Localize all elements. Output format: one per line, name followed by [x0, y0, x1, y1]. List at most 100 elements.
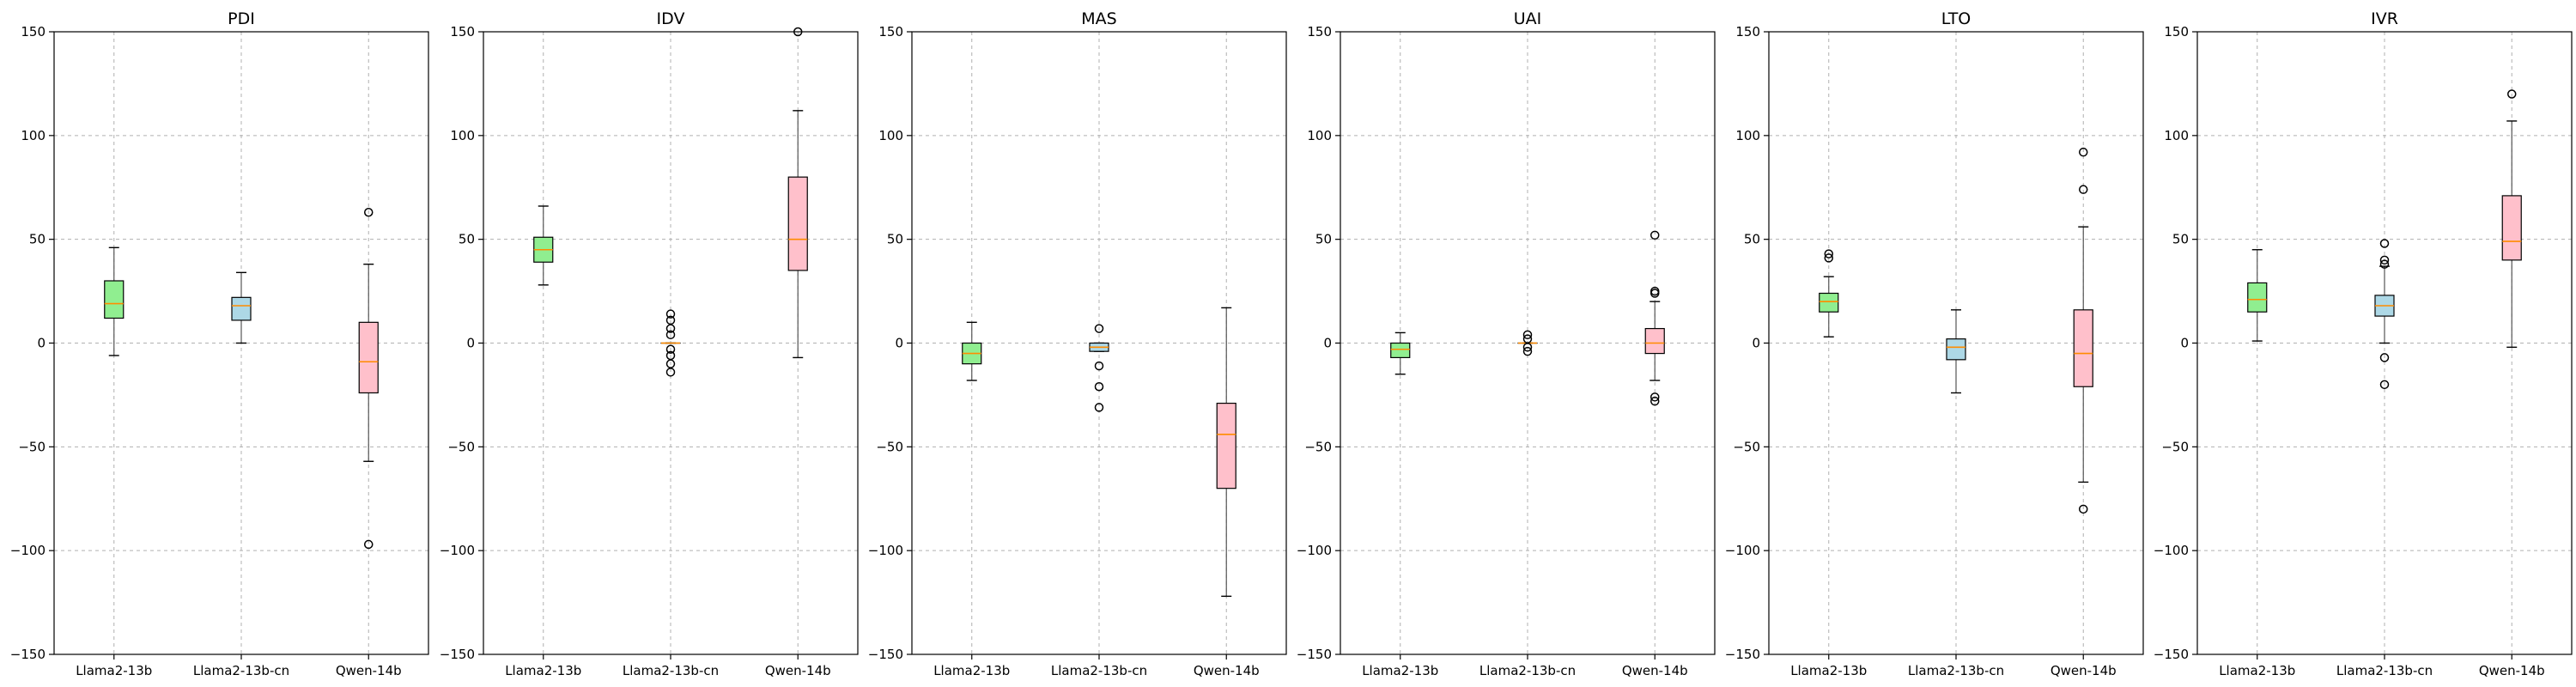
y-tick-label: 50	[459, 232, 475, 247]
y-tick-label: 0	[1752, 336, 1760, 351]
box-iqr	[1390, 342, 1411, 359]
y-tick-label: 150	[450, 24, 475, 40]
box-llama2-13b	[533, 205, 554, 286]
outlier-point	[1824, 253, 1834, 263]
outlier-point	[1522, 343, 1533, 352]
y-tick-label: 150	[21, 24, 46, 40]
chart-title: UAI	[1514, 9, 1542, 28]
outlier-point	[2078, 147, 2088, 157]
box-qwen-14b	[1644, 230, 1665, 406]
outlier-point	[2379, 353, 2390, 362]
y-tick-label: −150	[868, 647, 903, 662]
y-tick-label: 150	[2164, 24, 2189, 40]
y-tick-label: −50	[876, 439, 903, 454]
chart-panel-uai: UAI −150 −100 −50 0 50 100 150 Llama2-13b Llama2-…	[1297, 9, 1716, 678]
box-llama2-13b-cn	[2374, 239, 2395, 390]
outlier-point	[1522, 346, 1533, 356]
x-tick-label: Qwen-14b	[2479, 663, 2545, 678]
box-iqr	[1216, 402, 1236, 489]
box-llama2-13b	[1390, 331, 1411, 375]
outlier-point	[2506, 89, 2517, 99]
x-tick-label: Qwen-14b	[336, 663, 402, 678]
y-tick-label: −50	[18, 439, 46, 454]
y-tick-label: −100	[440, 543, 475, 558]
box-qwen-14b	[2501, 89, 2522, 349]
outlier-point	[1094, 382, 1104, 392]
x-tick-label: Llama2-13b	[505, 663, 581, 678]
x-tick-label: Llama2-13b	[933, 663, 1010, 678]
y-tick-label: −150	[440, 647, 475, 662]
outlier-point	[2078, 185, 2088, 194]
y-tick-label: 150	[1307, 24, 1332, 40]
box-llama2-13b-cn	[1089, 324, 1109, 412]
outlier-point	[1649, 396, 1660, 406]
outlier-point	[2379, 259, 2390, 269]
y-tick-label: 100	[2164, 128, 2189, 143]
box-iqr	[1819, 292, 1839, 313]
box-iqr	[2247, 282, 2268, 313]
chart-panel-ivr: IVR −150 −100 −50 0 50 100 150 Llama2-13b Llama2-…	[2154, 9, 2573, 678]
x-tick-label: Qwen-14b	[1194, 663, 1260, 678]
y-tick-label: −50	[2161, 439, 2189, 454]
y-tick-label: −100	[868, 543, 903, 558]
chart-panel-pdi: PDI −150 −100 −50 0 50 100 150 Llama2-13b Llama2-…	[10, 9, 429, 678]
box-llama2-13b-cn	[231, 271, 252, 344]
outlier-point	[1649, 289, 1660, 298]
y-tick-label: −150	[1297, 647, 1332, 662]
box-iqr	[1644, 327, 1665, 355]
box-qwen-14b	[787, 27, 808, 359]
y-tick-label: 0	[1323, 336, 1332, 351]
box-llama2-13b-cn	[660, 309, 681, 377]
outlier-point	[665, 344, 676, 354]
outlier-point	[665, 330, 676, 340]
box-iqr	[104, 280, 125, 319]
box-iqr	[2073, 309, 2093, 387]
outlier-point	[665, 309, 676, 319]
outlier-point	[1094, 361, 1104, 371]
outlier-point	[1522, 330, 1533, 340]
y-tick-label: −150	[2154, 647, 2189, 662]
outlier-point	[1649, 392, 1660, 402]
chart-panel-lto: LTO −150 −100 −50 0 50 100 150 Llama2-13b Llama2-…	[1725, 9, 2144, 678]
y-tick-label: −100	[1297, 543, 1332, 558]
box-llama2-13b	[1819, 249, 1839, 337]
chart-title: IDV	[657, 9, 685, 28]
chart-title: PDI	[228, 9, 255, 28]
plot-frame	[483, 31, 859, 655]
outlier-point	[1824, 249, 1834, 258]
outlier-point	[1094, 324, 1104, 333]
y-tick-label: −150	[10, 647, 46, 662]
outlier-point	[665, 368, 676, 377]
x-tick-label: Qwen-14b	[765, 663, 831, 678]
y-tick-label: 100	[1307, 128, 1332, 143]
chart-panel-idv: IDV −150 −100 −50 0 50 100 150 Llama2-13b Llama2-…	[440, 9, 859, 678]
x-tick-label: Llama2-13b-cn	[623, 663, 719, 678]
chart-title: LTO	[1941, 9, 1971, 28]
y-tick-label: 0	[37, 336, 46, 351]
y-tick-label: −100	[10, 543, 46, 558]
y-tick-label: 100	[1735, 128, 1760, 143]
y-tick-label: 100	[21, 128, 46, 143]
y-tick-label: 50	[887, 232, 903, 247]
box-qwen-14b	[1216, 307, 1236, 598]
x-tick-label: Llama2-13b	[2219, 663, 2295, 678]
box-qwen-14b	[358, 208, 379, 550]
y-tick-label: −100	[2154, 543, 2189, 558]
outlier-point	[2379, 380, 2390, 390]
chart-title: MAS	[1081, 9, 1116, 28]
y-tick-label: 50	[1315, 232, 1332, 247]
x-tick-label: Llama2-13b-cn	[1479, 663, 1576, 678]
x-tick-label: Llama2-13b-cn	[193, 663, 289, 678]
y-tick-label: 100	[878, 128, 903, 143]
box-llama2-13b-cn	[1517, 330, 1538, 356]
box-iqr	[787, 176, 808, 271]
box-iqr	[1946, 338, 1966, 361]
y-tick-label: 150	[1735, 24, 1760, 40]
outlier-point	[2379, 239, 2390, 248]
x-tick-label: Llama2-13b	[1790, 663, 1867, 678]
outlier-point	[665, 324, 676, 333]
y-tick-label: 100	[450, 128, 475, 143]
outlier-point	[1649, 230, 1660, 240]
box-llama2-13b	[104, 246, 125, 356]
x-tick-label: Llama2-13b-cn	[2336, 663, 2433, 678]
